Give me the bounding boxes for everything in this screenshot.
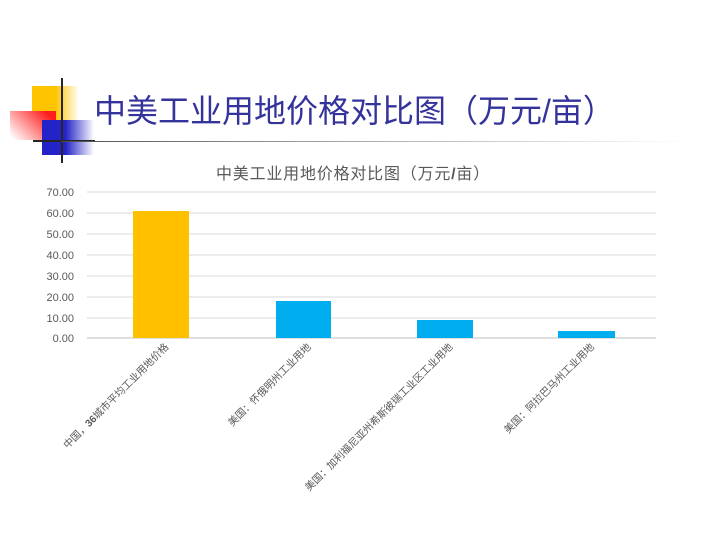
- svg-text:0.00: 0.00: [53, 333, 74, 345]
- svg-text:60.00: 60.00: [46, 208, 74, 220]
- svg-text:20.00: 20.00: [46, 292, 74, 304]
- svg-text:10.00: 10.00: [46, 313, 74, 325]
- svg-text:50.00: 50.00: [46, 229, 74, 241]
- svg-text:30.00: 30.00: [46, 271, 74, 283]
- svg-text:70.00: 70.00: [46, 187, 74, 199]
- svg-text:40.00: 40.00: [46, 250, 74, 262]
